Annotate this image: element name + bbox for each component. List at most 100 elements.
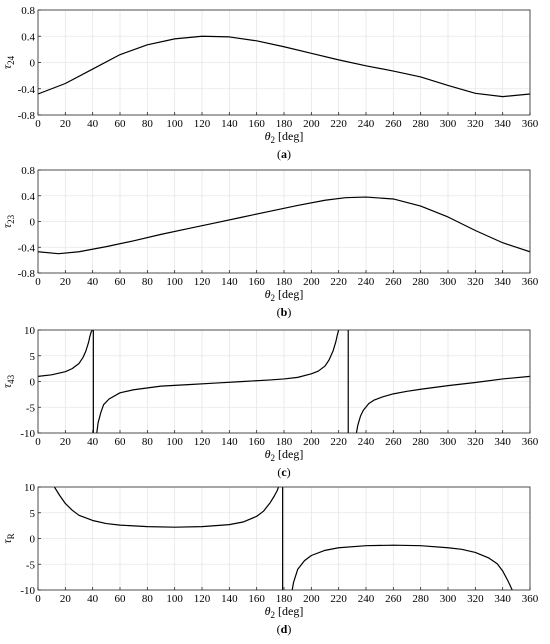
panel-caption: (c) <box>277 465 290 479</box>
x-tick-label: 200 <box>303 436 320 448</box>
x-tick-label: 360 <box>522 276 539 288</box>
y-tick-label: 10 <box>24 482 36 494</box>
x-tick-label: 240 <box>358 436 375 448</box>
chart-panel-b: 0 20 40 60 80 100 120 140 160 180 200 220 240 260 280 3… <box>0 165 539 319</box>
x-axis-symbol: θ <box>265 604 271 618</box>
x-tick-label: 40 <box>87 118 99 130</box>
caption-close-paren: ) <box>287 622 291 636</box>
x-tick-label: 160 <box>248 276 265 288</box>
caption-open-paren: ( <box>277 622 281 636</box>
x-tick-label: 280 <box>412 593 429 605</box>
x-tick-label: 300 <box>440 118 457 130</box>
y-axis-label: τ43 <box>0 374 16 388</box>
x-tick-label: 340 <box>494 276 511 288</box>
x-tick-label: 200 <box>303 118 320 130</box>
y-axis-subscript: R <box>6 533 16 539</box>
x-tick-label: 60 <box>115 593 127 605</box>
x-tick-label: 80 <box>142 436 154 448</box>
y-tick-label: 0.4 <box>21 191 35 203</box>
x-tick-label: 320 <box>467 118 484 130</box>
x-tick-label: 240 <box>358 118 375 130</box>
y-tick-label: -10 <box>20 428 35 440</box>
x-tick-label: 220 <box>330 593 347 605</box>
x-tick-label: 280 <box>412 436 429 448</box>
x-tick-label: 0 <box>35 276 41 288</box>
series-line-d-1 <box>53 487 280 528</box>
x-tick-label: 260 <box>385 593 402 605</box>
x-tick-label: 280 <box>412 276 429 288</box>
panel-caption: (a) <box>277 147 291 161</box>
x-tick-label: 180 <box>276 118 293 130</box>
x-axis-label: θ2 [deg] <box>265 447 304 463</box>
y-tick-label: -10 <box>20 585 35 597</box>
y-axis-subscript: 23 <box>6 214 16 224</box>
x-tick-label: 240 <box>358 276 375 288</box>
y-tick-label: -0.8 <box>18 268 36 280</box>
x-tick-label: 220 <box>330 118 347 130</box>
caption-letter: a <box>281 147 287 161</box>
x-tick-label: 300 <box>440 593 457 605</box>
caption-letter: b <box>281 305 288 319</box>
x-tick-label: 120 <box>194 593 211 605</box>
x-tick-label: 60 <box>115 276 127 288</box>
caption-open-paren: ( <box>277 305 281 319</box>
y-tick-label: -5 <box>26 402 36 414</box>
x-tick-label: 200 <box>303 593 320 605</box>
series-line-c-3 <box>96 330 340 433</box>
caption-close-paren: ) <box>287 147 291 161</box>
x-tick-label: 300 <box>440 276 457 288</box>
x-tick-label: 220 <box>330 276 347 288</box>
y-axis-symbol: τ <box>0 383 14 388</box>
x-tick-label: 120 <box>194 118 211 130</box>
series-line-c-5 <box>355 375 530 433</box>
x-tick-label: 280 <box>412 118 429 130</box>
x-axis-label: θ2 [deg] <box>265 129 304 145</box>
y-tick-label: -5 <box>26 559 36 571</box>
caption-close-paren: ) <box>287 305 291 319</box>
x-tick-label: 140 <box>221 436 238 448</box>
chart-panel-d: 0 20 40 60 80 100 120 140 160 180 200 220 240 260 280 3… <box>0 482 539 636</box>
y-tick-label: 0.8 <box>21 5 35 17</box>
y-tick-label: 5 <box>30 508 36 520</box>
x-tick-label: 340 <box>494 593 511 605</box>
chart-panel-c: 0 20 40 60 80 100 120 140 160 180 200 220 240 260 280 3… <box>0 325 539 479</box>
x-tick-label: 260 <box>385 436 402 448</box>
x-tick-label: 180 <box>276 593 293 605</box>
panel-caption: (d) <box>277 622 292 636</box>
x-tick-label: 140 <box>221 593 238 605</box>
y-axis-label: τ23 <box>0 214 16 228</box>
x-tick-label: 220 <box>330 436 347 448</box>
chart-panel-a: 0 20 40 60 80 100 120 140 160 180 200 220 240 260 280 3… <box>0 5 539 161</box>
y-tick-label: -0.4 <box>18 242 36 254</box>
x-tick-label: 80 <box>142 118 154 130</box>
x-tick-label: 160 <box>248 436 265 448</box>
x-tick-label: 120 <box>194 436 211 448</box>
series-line-c-1 <box>38 330 94 377</box>
x-axis-subscript: 2 <box>271 453 276 463</box>
y-tick-label: 0 <box>30 534 36 546</box>
y-tick-label: 0 <box>30 58 36 70</box>
x-tick-label: 180 <box>276 276 293 288</box>
x-tick-label: 360 <box>522 593 539 605</box>
x-axis-symbol: θ <box>265 129 271 143</box>
series-line-b-1 <box>38 196 530 255</box>
x-tick-label: 320 <box>467 436 484 448</box>
x-axis-subscript: 2 <box>271 610 276 620</box>
x-tick-label: 140 <box>221 118 238 130</box>
x-tick-label: 40 <box>87 276 99 288</box>
x-tick-label: 100 <box>166 276 183 288</box>
x-tick-label: 240 <box>358 593 375 605</box>
x-tick-label: 80 <box>142 593 154 605</box>
x-tick-label: 300 <box>440 436 457 448</box>
y-axis-label: τ24 <box>0 55 16 69</box>
caption-letter: c <box>281 465 287 479</box>
x-tick-label: 0 <box>35 118 41 130</box>
x-tick-label: 340 <box>494 436 511 448</box>
x-tick-label: 140 <box>221 276 238 288</box>
x-tick-label: 40 <box>87 436 99 448</box>
caption-letter: d <box>281 622 288 636</box>
caption-open-paren: ( <box>277 465 281 479</box>
x-tick-label: 60 <box>115 118 127 130</box>
y-tick-label: 0.4 <box>21 31 35 43</box>
